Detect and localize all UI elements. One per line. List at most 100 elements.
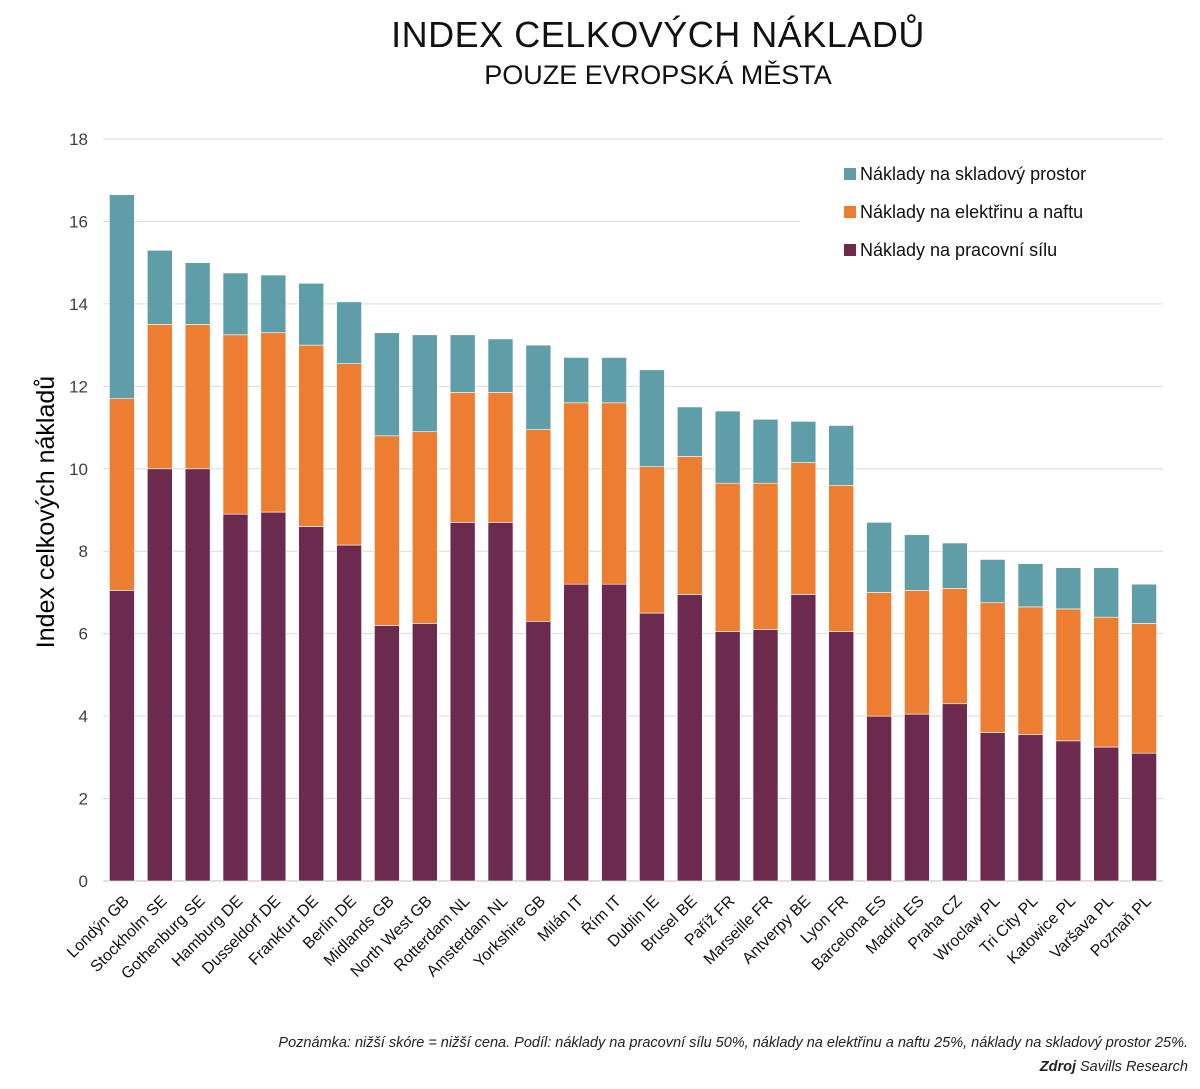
bar-segment (941, 542, 968, 589)
bar-segment (676, 456, 703, 595)
bar-segment (979, 559, 1006, 604)
y-axis-ticks: 0 2 4 6 8 10 12 14 16 18 (69, 130, 88, 891)
bar-segment (374, 435, 400, 626)
bar-segment (260, 511, 287, 882)
bar-segment (336, 363, 362, 546)
bar-segment (563, 402, 590, 585)
bar-segment (639, 612, 665, 882)
bar-segment (298, 282, 325, 346)
bar-segment (828, 425, 855, 486)
bar-segment (449, 522, 476, 882)
legend-swatch (844, 168, 856, 180)
bar-segment (866, 522, 892, 593)
bar-segment (1055, 740, 1082, 882)
bar-segment (904, 713, 930, 882)
bar-segment (563, 357, 590, 404)
bar-segment (752, 482, 779, 630)
bar-segment (714, 410, 741, 484)
bar-segment (411, 623, 438, 882)
bar-segment (790, 421, 817, 463)
bar-segment (336, 544, 362, 882)
bar-segment (1055, 567, 1082, 610)
bar-segment (184, 262, 211, 325)
bar-segment (1093, 746, 1120, 882)
bar-segment (298, 526, 325, 882)
bar-segment (222, 272, 249, 336)
chart-subtitle: POUZE EVROPSKÁ MĚSTA (484, 60, 832, 90)
bar-segment (866, 592, 892, 717)
bar-segment (1131, 583, 1157, 624)
bar-segment (1017, 563, 1044, 608)
bar-segment (676, 594, 703, 882)
chart-title: INDEX CELKOVÝCH NÁKLADŮ (391, 14, 925, 55)
y-tick-label: 16 (69, 212, 88, 231)
bar-segment (752, 419, 779, 484)
bar-segment (639, 369, 665, 468)
footnote: Poznámka: nižší skóre = nižší cena. Podí… (278, 1035, 1188, 1051)
bar-segment (487, 392, 514, 523)
bar-segment (109, 194, 135, 399)
bar-segment (260, 274, 287, 334)
legend-swatch (844, 244, 856, 256)
bar-segment (752, 629, 779, 882)
bar-segment (260, 332, 287, 513)
bar-segment (184, 468, 211, 882)
legend-label: Náklady na elektřinu a naftu (860, 202, 1083, 222)
bar-segment (601, 402, 627, 585)
bar-segment (1093, 567, 1120, 618)
bar-segment (828, 484, 855, 632)
bar-segment (904, 534, 930, 591)
bar-segment (941, 588, 968, 705)
legend-swatch (844, 206, 856, 218)
legend-label: Náklady na pracovní sílu (860, 240, 1057, 260)
y-tick-label: 0 (79, 872, 88, 891)
y-axis-label: Index celkových nákladů (32, 376, 60, 648)
bar-segment (146, 468, 173, 882)
bar-segment (374, 625, 400, 882)
y-tick-label: 4 (79, 707, 88, 726)
bar-segment (1093, 616, 1120, 748)
y-tick-label: 18 (69, 130, 88, 149)
bar-segment (979, 602, 1006, 733)
bar-segment (449, 392, 476, 523)
y-tick-label: 8 (79, 542, 88, 561)
y-tick-label: 6 (79, 625, 88, 644)
bar-segment (1131, 752, 1157, 882)
bar-segment (449, 334, 476, 393)
y-tick-label: 14 (69, 295, 88, 314)
bar-segment (525, 344, 552, 430)
bar-segment (222, 334, 249, 515)
bar-segment (525, 429, 552, 622)
bar-segment (828, 631, 855, 882)
bar-segment (563, 583, 590, 882)
bar-segment (1017, 606, 1044, 735)
y-tick-label: 12 (69, 377, 88, 396)
bar-segment (525, 620, 552, 882)
bar-segment (298, 344, 325, 527)
bar-segment (866, 715, 892, 882)
bar-segment (109, 590, 135, 882)
bar-segment (601, 357, 627, 404)
legend-label: Náklady na skladový prostor (860, 164, 1086, 184)
bar-segment (487, 522, 514, 882)
bar-segment (487, 338, 514, 393)
bar-segment (1017, 734, 1044, 882)
source-text: Savills Research (1075, 1059, 1188, 1075)
bar-segment (714, 631, 741, 882)
bar-segment (222, 513, 249, 882)
bar-segment (411, 334, 438, 432)
bar-segment (109, 398, 135, 591)
bar-segment (639, 466, 665, 614)
legend: Náklady na skladový prostor Náklady na el… (844, 164, 1086, 260)
bar-segment (336, 301, 362, 364)
bar-segment (904, 590, 930, 715)
bar-segment (790, 594, 817, 882)
bars (109, 194, 1157, 882)
bar-segment (714, 482, 741, 632)
bar-segment (941, 703, 968, 882)
bar-segment (676, 406, 703, 457)
bar-segment (184, 324, 211, 470)
bar-segment (1055, 608, 1082, 742)
